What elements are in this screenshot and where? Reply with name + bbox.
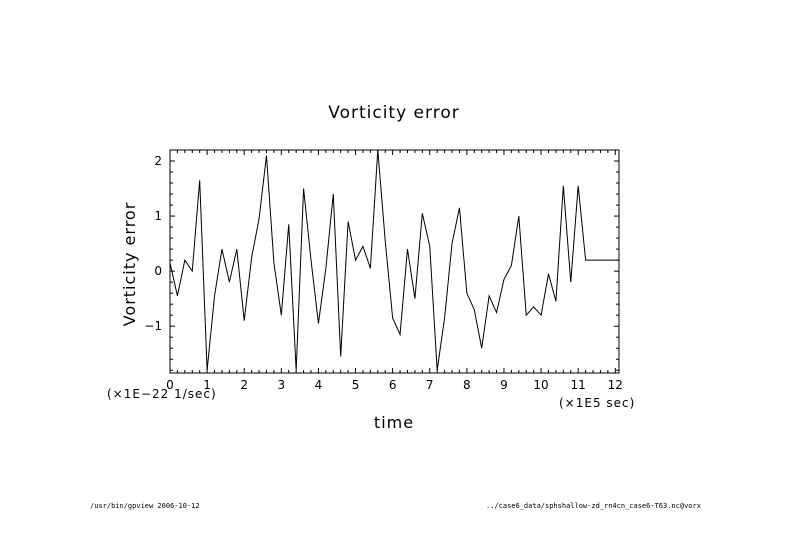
x-tick-label: 3 (278, 378, 286, 392)
y-tick-label: 2 (154, 154, 162, 168)
x-tick-label: 11 (571, 378, 586, 392)
x-tick-label: 9 (500, 378, 508, 392)
footer-right: ../case6_data/sphshallow-zd_rn4cn_case6-… (486, 502, 701, 510)
y-unit-label: (×1E−22 1/sec) (107, 387, 217, 401)
x-tick-label: 0 (166, 378, 174, 392)
x-tick-label: 4 (315, 378, 323, 392)
plot-frame (169, 149, 620, 374)
y-tick-label: 1 (154, 209, 162, 223)
footer-left: /usr/bin/gpview 2006-10-12 (90, 502, 200, 510)
y-tick-label: 0 (154, 264, 162, 278)
x-tick-label: 7 (426, 378, 434, 392)
x-axis-label: time (374, 413, 414, 432)
x-unit-label: (×1E5 sec) (559, 396, 635, 410)
x-tick-label: 2 (240, 378, 248, 392)
x-tick-label: 6 (389, 378, 397, 392)
x-tick-label: 12 (608, 378, 623, 392)
chart-title: Vorticity error (328, 103, 459, 123)
x-tick-label: 10 (533, 378, 548, 392)
series-line (169, 149, 619, 371)
x-tick-label: 5 (352, 378, 360, 392)
y-tick-label: −1 (144, 319, 162, 333)
x-tick-label: 8 (463, 378, 471, 392)
y-axis-label: Vorticity error (120, 202, 139, 327)
axis-ticks (169, 149, 619, 373)
x-tick-label: 1 (203, 378, 211, 392)
